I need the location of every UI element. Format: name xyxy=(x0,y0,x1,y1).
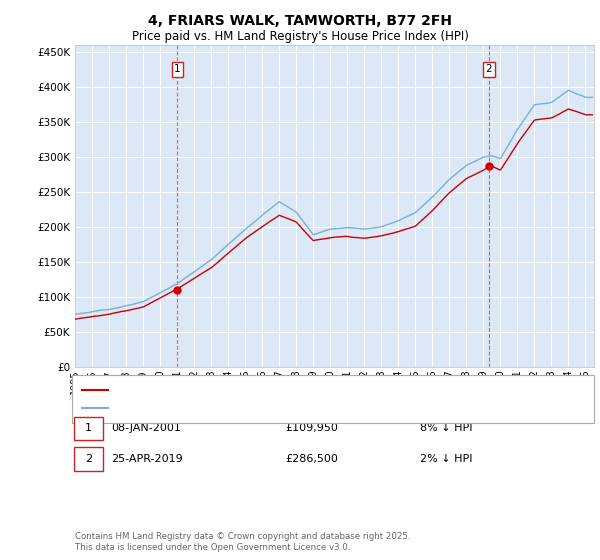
Text: 08-JAN-2001: 08-JAN-2001 xyxy=(111,423,181,433)
Text: £286,500: £286,500 xyxy=(285,454,338,464)
Text: HPI: Average price, detached house, Tamworth: HPI: Average price, detached house, Tamw… xyxy=(112,403,356,413)
Text: Contains HM Land Registry data © Crown copyright and database right 2025.
This d: Contains HM Land Registry data © Crown c… xyxy=(75,532,410,552)
Text: 2: 2 xyxy=(485,64,492,74)
Text: 2: 2 xyxy=(85,454,92,464)
Text: 2% ↓ HPI: 2% ↓ HPI xyxy=(420,454,473,464)
Text: 4, FRIARS WALK, TAMWORTH, B77 2FH: 4, FRIARS WALK, TAMWORTH, B77 2FH xyxy=(148,14,452,28)
Text: 1: 1 xyxy=(174,64,181,74)
Text: £109,950: £109,950 xyxy=(285,423,338,433)
Text: 1: 1 xyxy=(85,423,92,433)
Text: 25-APR-2019: 25-APR-2019 xyxy=(111,454,183,464)
Text: 4, FRIARS WALK, TAMWORTH, B77 2FH (detached house): 4, FRIARS WALK, TAMWORTH, B77 2FH (detac… xyxy=(112,385,407,395)
Text: 8% ↓ HPI: 8% ↓ HPI xyxy=(420,423,473,433)
Text: Price paid vs. HM Land Registry's House Price Index (HPI): Price paid vs. HM Land Registry's House … xyxy=(131,30,469,43)
